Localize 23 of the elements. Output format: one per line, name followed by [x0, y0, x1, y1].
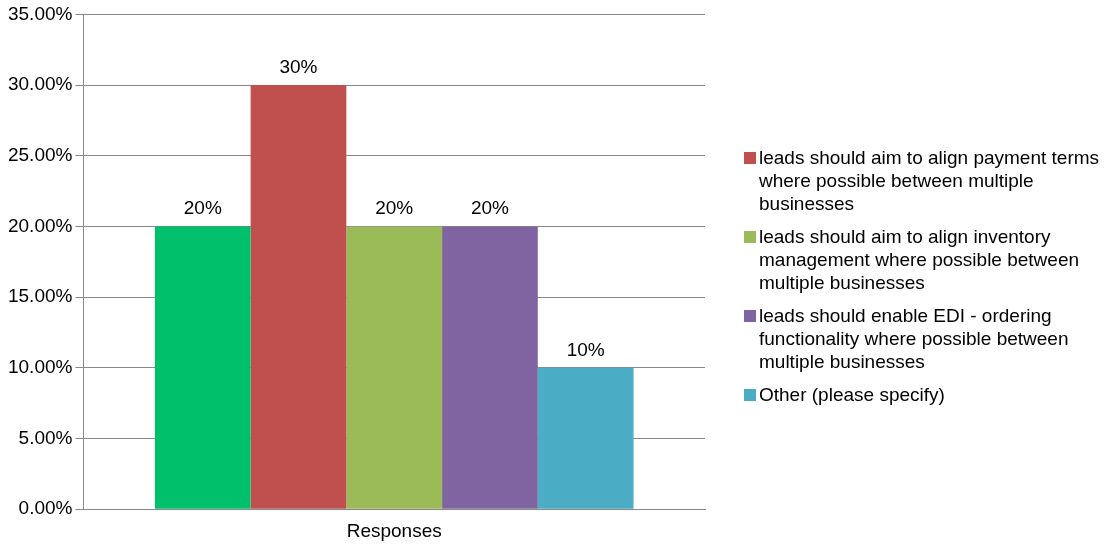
data-label: 10% — [566, 338, 605, 360]
bar — [442, 226, 538, 509]
legend-label: leads should aim to align payment terms where possible between multiple businesses — [759, 145, 1100, 215]
y-tick-label: 35.00% — [7, 2, 73, 24]
bar — [346, 226, 443, 509]
data-label: 30% — [279, 55, 318, 77]
legend-label: leads should aim to align inventory management where possible between multiple businesses — [759, 224, 1081, 294]
data-label: 20% — [183, 197, 222, 219]
y-tick-label: 0.00% — [18, 497, 73, 519]
y-tick-label: 30.00% — [7, 73, 73, 95]
data-label: 20% — [375, 197, 414, 219]
x-tick-label: Responses — [346, 519, 442, 541]
y-tick-label: 10.00% — [7, 356, 73, 378]
y-tick-label: 20.00% — [7, 214, 73, 236]
data-label: 20% — [470, 197, 510, 219]
legend-label: leads should enable EDI - ordering functionality where possible between multiple businesses — [759, 303, 1070, 373]
bar — [537, 367, 634, 509]
bar — [250, 85, 347, 509]
bar — [154, 226, 251, 509]
y-tick-label: 5.00% — [18, 426, 73, 448]
legend-label: Other (please specify) — [759, 382, 945, 406]
y-tick-label: 25.00% — [7, 144, 73, 166]
y-tick-label: 15.00% — [7, 285, 73, 307]
